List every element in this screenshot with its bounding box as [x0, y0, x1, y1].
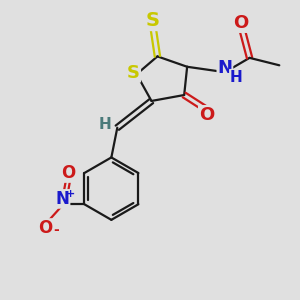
Text: S: S — [127, 64, 140, 82]
Text: N: N — [56, 190, 70, 208]
Text: N: N — [218, 59, 232, 77]
Text: S: S — [146, 11, 160, 30]
Text: H: H — [98, 117, 111, 132]
Text: +: + — [66, 189, 75, 199]
Text: H: H — [230, 70, 243, 85]
Text: O: O — [199, 106, 214, 124]
Text: O: O — [233, 14, 248, 32]
Text: O: O — [38, 219, 52, 237]
Text: O: O — [61, 164, 75, 182]
Text: -: - — [53, 223, 59, 237]
